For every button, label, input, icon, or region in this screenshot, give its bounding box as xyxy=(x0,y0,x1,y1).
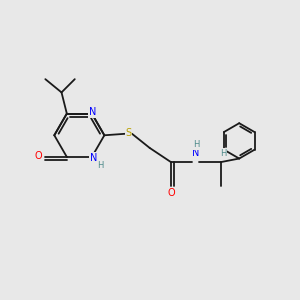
Text: O: O xyxy=(167,188,175,198)
Text: N: N xyxy=(192,148,200,158)
Text: H: H xyxy=(220,149,226,158)
Text: S: S xyxy=(125,128,132,138)
Text: N: N xyxy=(89,107,96,117)
Text: N: N xyxy=(90,152,97,163)
Text: H: H xyxy=(193,140,199,149)
Text: O: O xyxy=(34,152,42,161)
Text: H: H xyxy=(98,161,104,170)
